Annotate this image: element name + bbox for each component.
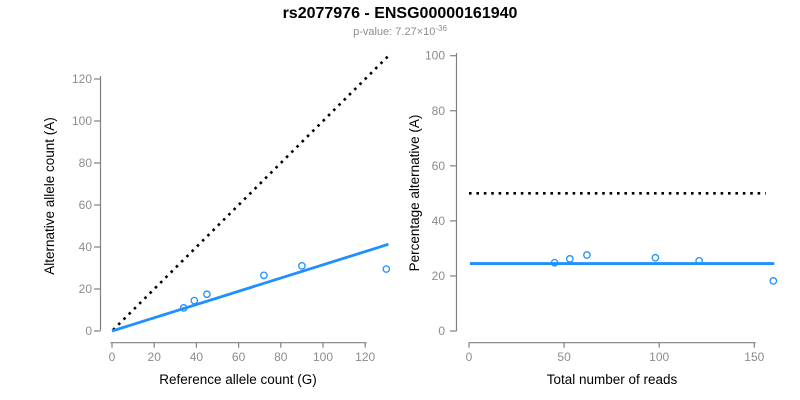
y-tick-label: 80	[79, 156, 93, 170]
y-tick-label: 20	[432, 269, 446, 283]
y-tick-label: 60	[432, 159, 446, 173]
x-tick-label: 40	[190, 350, 204, 364]
data-point	[565, 255, 574, 263]
data-point	[550, 258, 559, 267]
data-point	[769, 277, 778, 285]
figure-title: rs2077976 - ENSG00000161940	[282, 5, 518, 22]
data-point	[695, 256, 703, 265]
x-tick-label: 150	[744, 350, 764, 364]
y-axis-title: Alternative allele count (A)	[42, 117, 57, 275]
y-tick-label: 100	[72, 114, 92, 128]
x-tick-label: 20	[148, 350, 162, 364]
x-tick-label: 0	[466, 350, 473, 364]
p-value-exponent: -36	[435, 24, 447, 33]
y-tick-label: 40	[79, 240, 93, 254]
fit-line	[111, 242, 389, 333]
x-tick-label: 80	[274, 350, 288, 364]
x-tick-label: 100	[649, 350, 669, 364]
x-tick-label: 120	[355, 350, 375, 364]
data-point	[382, 265, 391, 273]
data-point	[583, 251, 591, 259]
y-tick-label: 80	[432, 104, 446, 118]
figure-subtitle: p-value: 7.27×10-36	[0, 24, 800, 38]
data-point	[179, 304, 188, 312]
y-tick-label: 60	[79, 198, 93, 212]
identity-line	[112, 52, 392, 331]
y-tick-label: 0	[438, 324, 445, 338]
data-point	[190, 296, 199, 305]
p-value-text: p-value: 7.27×10	[353, 26, 436, 38]
y-tick-label: 120	[72, 72, 92, 86]
y-tick-label: 100	[425, 49, 445, 63]
y-tick-label: 20	[79, 282, 93, 296]
x-tick-label: 0	[109, 350, 116, 364]
x-tick-label: 60	[232, 350, 246, 364]
data-point	[651, 253, 660, 262]
y-tick-label: 40	[432, 214, 446, 228]
x-tick-label: 100	[313, 350, 333, 364]
x-axis-title: Total number of reads	[547, 372, 678, 387]
panel-left: 0 20 40 60 80 100 120 0 20 40 60 80 100 120 Reference …	[42, 52, 392, 387]
data-point	[203, 290, 211, 299]
data-point	[298, 262, 306, 270]
y-tick-label: 0	[85, 324, 92, 338]
x-axis-title: Reference allele count (G)	[159, 372, 317, 387]
data-point	[260, 271, 268, 280]
panel-right: 0 50 100 150 0 20 40 60 80 100 Total number of rea…	[407, 49, 778, 387]
y-axis-title: Percentage alternative (A)	[407, 115, 422, 272]
x-tick-label: 50	[557, 350, 571, 364]
